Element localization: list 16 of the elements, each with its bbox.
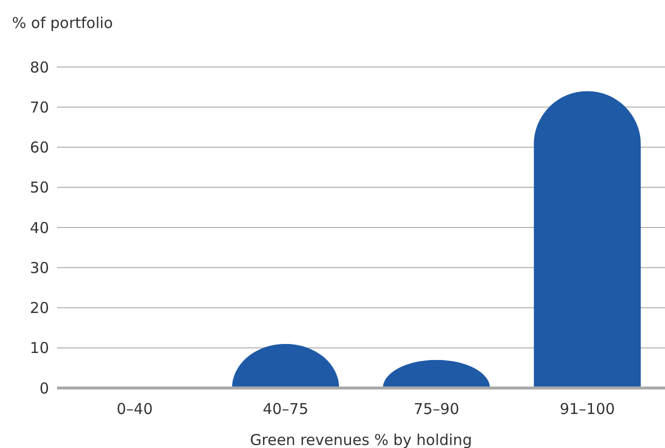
y-tick-label: 10 (30, 339, 49, 358)
x-tick-label: 0–40 (116, 400, 153, 418)
y-tick-label: 50 (30, 178, 49, 197)
y-tick-label: 60 (30, 138, 49, 156)
y-tick-label: 20 (30, 299, 49, 317)
y-tick-label: 80 (30, 58, 49, 76)
y-tick-label: 30 (30, 258, 49, 277)
y-axis-title: % of portfolio (12, 14, 113, 32)
x-axis-title: Green revenues % by holding (250, 431, 472, 448)
y-tick-label: 0 (39, 379, 49, 398)
x-tick-label: 91–100 (560, 400, 615, 418)
y-tick-label: 40 (30, 218, 49, 237)
y-tick-label: 70 (30, 98, 49, 116)
bar (534, 91, 641, 388)
x-tick-label: 40–75 (262, 400, 308, 418)
x-tick-label: 75–90 (414, 400, 460, 418)
